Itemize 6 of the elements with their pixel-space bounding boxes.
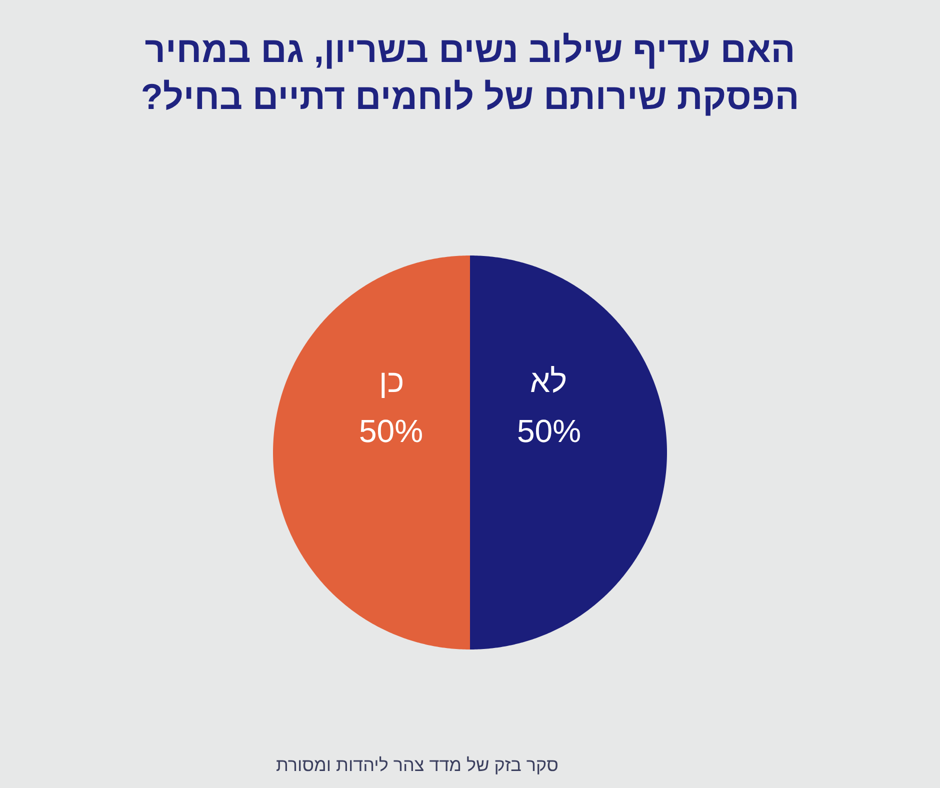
data-label: 50%: [359, 413, 424, 449]
text: סקר בזק של מדד צהר ליהדות ומסורת: [276, 755, 558, 775]
data-label: 50%: [517, 413, 582, 449]
slice-label: לא: [530, 363, 568, 399]
chart-title: האם עדיף שילוב נשים בשריון, גם במחיר הפסקת שירותם של לוחמים דתיים בחיל?: [140, 29, 800, 117]
slice-label: כן: [379, 363, 404, 399]
